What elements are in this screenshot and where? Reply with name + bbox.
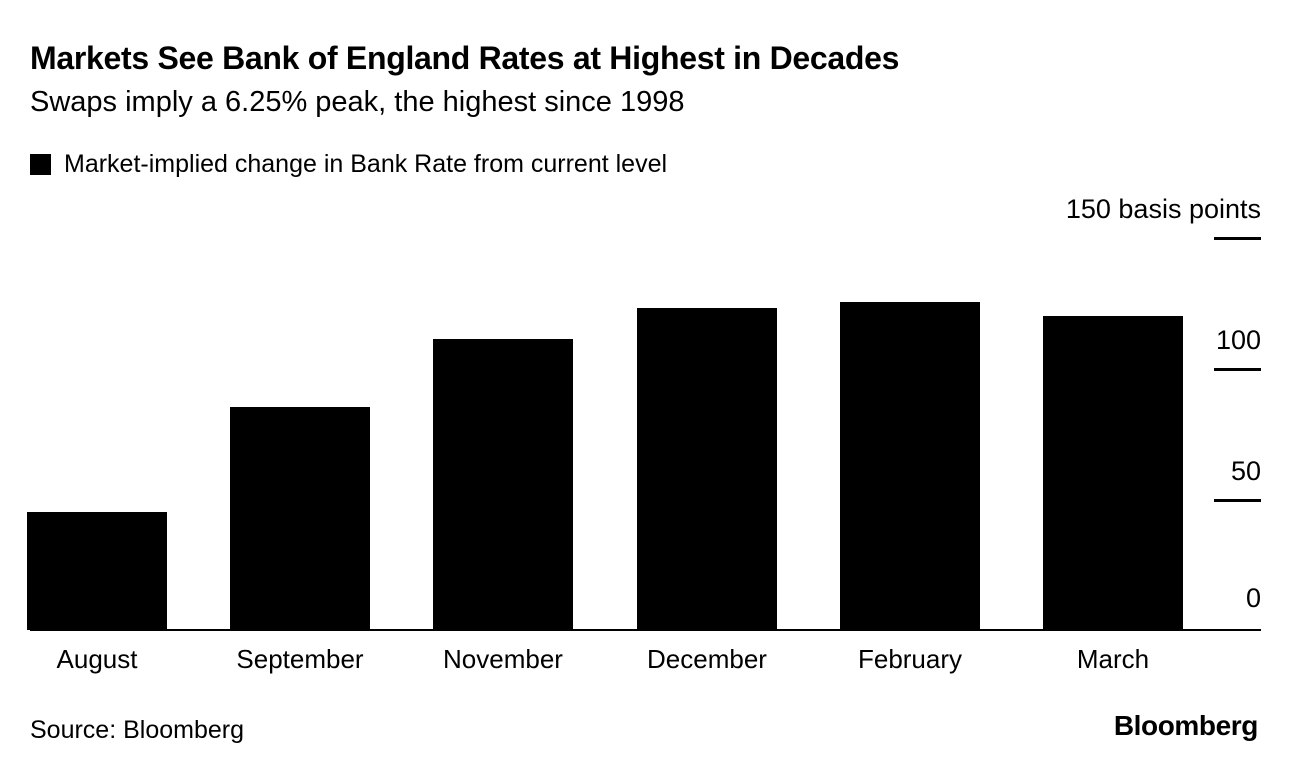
y-axis-tick-50: [1214, 499, 1261, 502]
x-axis-label-february: February: [857, 644, 963, 674]
x-axis-label-december: December: [647, 644, 767, 674]
legend: Market-implied change in Bank Rate from …: [30, 150, 667, 179]
bar-september: [230, 407, 370, 630]
chart-subtitle: Swaps imply a 6.25% peak, the highest si…: [30, 86, 685, 118]
y-axis-label-50: 50: [1230, 456, 1261, 487]
bar-december: [637, 308, 777, 630]
source-note: Source: Bloomberg: [30, 716, 245, 744]
legend-label: Market-implied change in Bank Rate from …: [64, 150, 668, 178]
x-axis-label-august: August: [56, 644, 138, 674]
y-axis-label-0: 0: [1245, 583, 1261, 614]
bloomberg-logo: Bloomberg: [1113, 710, 1259, 741]
bar-august: [27, 512, 167, 630]
x-axis-label-september: September: [236, 644, 364, 674]
x-axis-baseline: [30, 629, 1261, 631]
chart-title: Markets See Bank of England Rates at Hig…: [30, 40, 900, 76]
bar-march: [1043, 316, 1183, 630]
legend-swatch-square-icon: [30, 154, 51, 175]
y-axis-label-150: 150 basis points: [1065, 194, 1261, 225]
y-axis-tick-150: [1214, 237, 1261, 240]
x-axis-label-november: November: [443, 644, 563, 674]
bar-february: [840, 302, 980, 630]
y-axis-tick-100: [1214, 368, 1261, 371]
x-axis-label-march: March: [1076, 644, 1150, 674]
y-axis-label-100: 100: [1215, 325, 1261, 356]
bar-november: [433, 339, 573, 630]
